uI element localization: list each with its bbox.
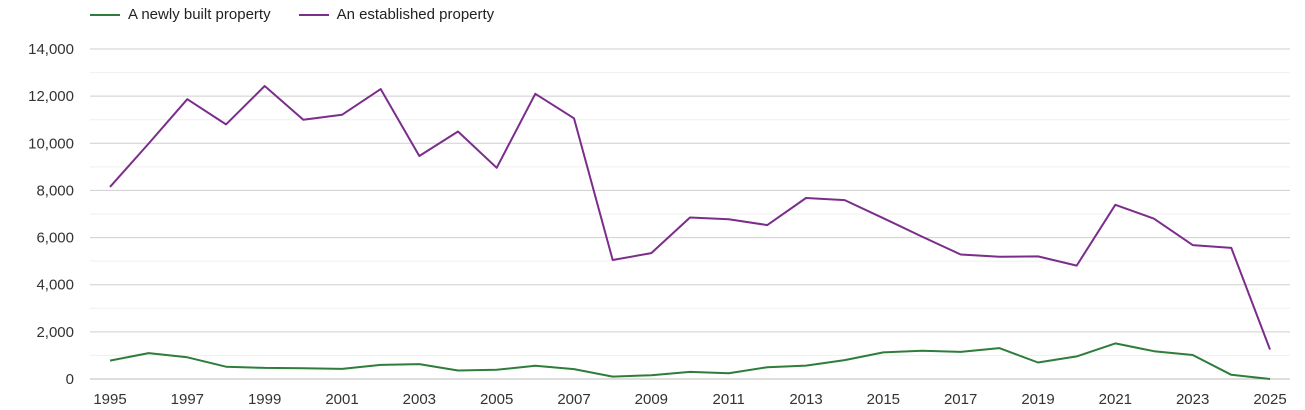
x-tick-label: 2009 (635, 391, 668, 408)
x-tick-label: 1995 (93, 391, 126, 408)
x-tick-label: 2021 (1099, 391, 1132, 408)
x-tick-label: 2017 (944, 391, 977, 408)
legend-item-new-build: A newly built property (90, 6, 271, 23)
y-tick-label: 12,000 (28, 88, 74, 105)
x-tick-label: 2011 (713, 391, 745, 408)
series-line-new-build (109, 342, 1271, 380)
y-tick-label: 2,000 (36, 324, 74, 341)
legend-label-new-build: A newly built property (128, 6, 271, 23)
x-tick-label: 2007 (557, 391, 590, 408)
x-tick-label: 1999 (248, 391, 281, 408)
x-tick-label: 1997 (171, 391, 204, 408)
x-tick-label: 2019 (1021, 391, 1054, 408)
x-tick-label: 2005 (480, 391, 513, 408)
legend-label-established: An established property (336, 6, 495, 23)
y-tick-label: 8,000 (36, 182, 74, 199)
legend-swatch-established (298, 13, 329, 16)
x-tick-label: 2003 (403, 391, 436, 408)
x-tick-label: 2025 (1253, 391, 1286, 408)
legend-swatch-new-build (90, 13, 120, 16)
legend-item-established: An established property (298, 6, 495, 23)
x-tick-label: 2013 (789, 391, 822, 408)
y-tick-label: 10,000 (28, 135, 74, 152)
y-tick-label: 14,000 (28, 41, 74, 58)
x-tick-label: 2015 (867, 391, 900, 408)
y-tick-label: 0 (66, 371, 74, 388)
legend: A newly built property An established pr… (90, 6, 494, 23)
x-tick-label: 2001 (325, 391, 358, 408)
series-line-established (109, 85, 1271, 350)
y-tick-label: 6,000 (36, 230, 74, 247)
x-tick-label: 2023 (1176, 391, 1209, 408)
y-tick-label: 4,000 (36, 277, 74, 294)
